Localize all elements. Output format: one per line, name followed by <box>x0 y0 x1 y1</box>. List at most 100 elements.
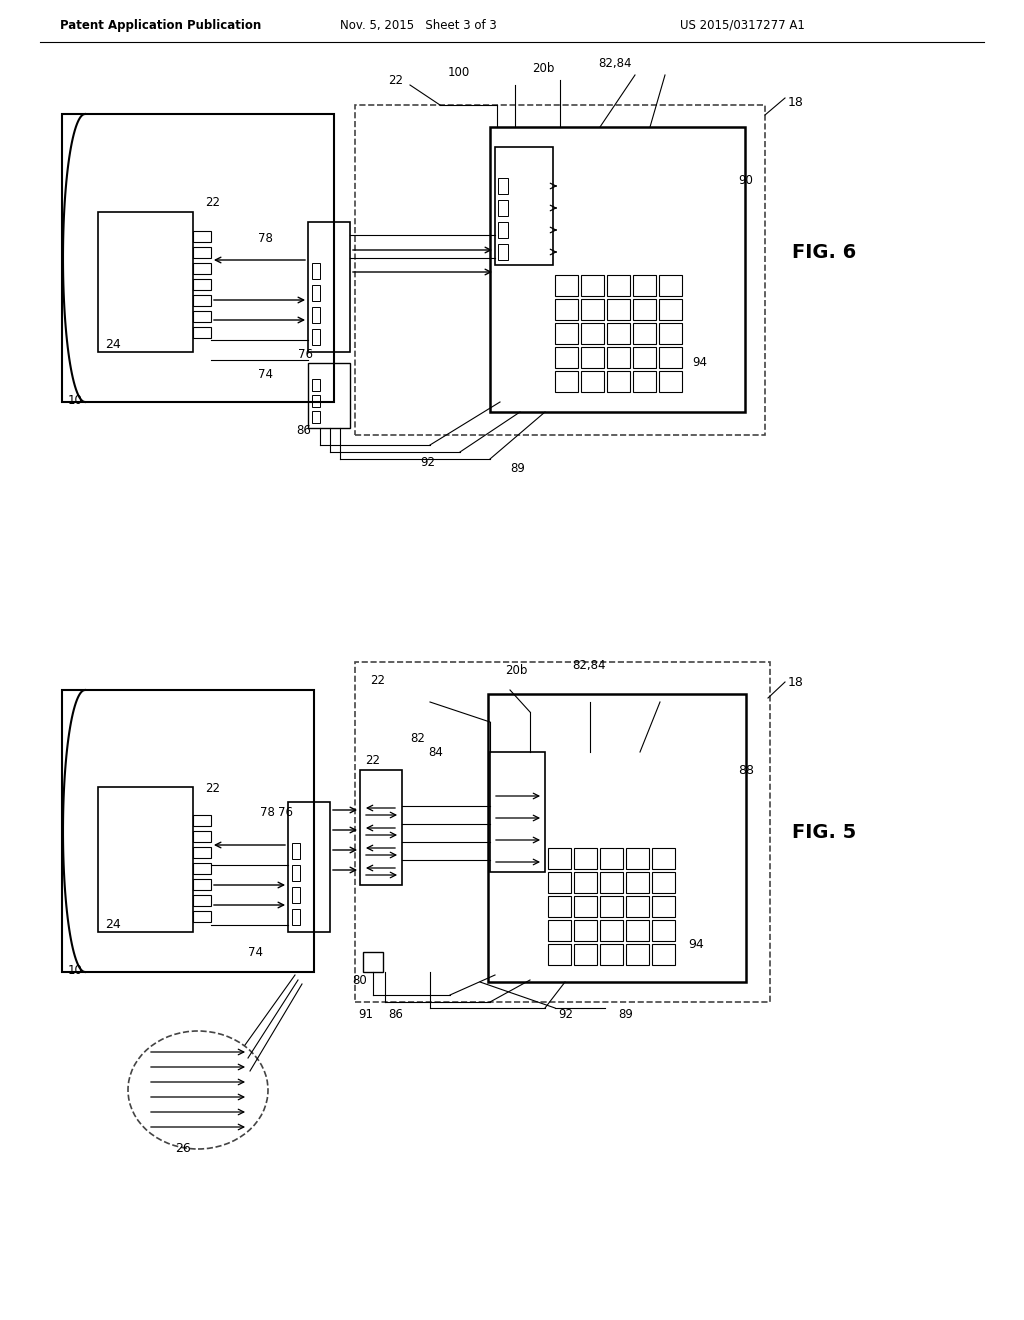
Bar <box>626 896 649 917</box>
Bar <box>581 347 604 368</box>
Text: FIG. 5: FIG. 5 <box>792 822 856 842</box>
Bar <box>626 873 649 894</box>
Bar <box>600 847 623 869</box>
Text: 94: 94 <box>692 355 707 368</box>
Text: 78: 78 <box>260 805 274 818</box>
Bar <box>652 873 675 894</box>
Bar <box>360 770 402 884</box>
Bar <box>292 887 300 903</box>
Bar <box>659 347 682 368</box>
Bar <box>652 847 675 869</box>
Bar <box>98 213 193 352</box>
Text: 22: 22 <box>365 754 380 767</box>
Bar <box>659 275 682 296</box>
Bar <box>574 847 597 869</box>
Text: 24: 24 <box>105 338 121 351</box>
Text: 74: 74 <box>258 368 273 381</box>
Bar <box>652 944 675 965</box>
Bar <box>193 895 211 906</box>
Text: 80: 80 <box>352 974 367 986</box>
Bar <box>193 231 211 242</box>
Bar <box>490 752 545 873</box>
Text: 94: 94 <box>688 939 703 952</box>
Bar <box>490 127 745 412</box>
Bar <box>193 327 211 338</box>
Text: 18: 18 <box>788 676 804 689</box>
Bar <box>62 690 314 972</box>
Bar <box>312 329 319 345</box>
Bar <box>292 909 300 925</box>
Bar <box>548 920 571 941</box>
Bar <box>193 879 211 890</box>
Text: 88: 88 <box>738 763 754 776</box>
Text: 24: 24 <box>105 919 121 932</box>
Bar <box>633 300 656 319</box>
Text: US 2015/0317277 A1: US 2015/0317277 A1 <box>680 18 805 32</box>
Bar <box>659 300 682 319</box>
Bar <box>548 896 571 917</box>
Bar <box>652 920 675 941</box>
Text: 86: 86 <box>296 424 311 437</box>
Bar <box>652 896 675 917</box>
Text: 22: 22 <box>205 781 220 795</box>
Bar <box>600 944 623 965</box>
Bar <box>626 920 649 941</box>
Bar <box>355 663 770 1002</box>
Text: 74: 74 <box>248 945 263 958</box>
Bar <box>308 222 350 352</box>
Bar <box>633 275 656 296</box>
Text: 10: 10 <box>68 964 83 977</box>
Text: 89: 89 <box>618 1008 633 1022</box>
Bar <box>574 873 597 894</box>
Bar <box>607 323 630 345</box>
Bar <box>488 694 746 982</box>
Text: 20b: 20b <box>505 664 527 676</box>
Bar <box>633 323 656 345</box>
Text: 82,84: 82,84 <box>598 58 632 70</box>
Text: 76: 76 <box>278 805 293 818</box>
Bar <box>600 920 623 941</box>
Bar <box>548 847 571 869</box>
Text: FIG. 6: FIG. 6 <box>792 243 856 261</box>
Bar <box>193 814 211 826</box>
Bar <box>574 920 597 941</box>
Bar <box>555 371 578 392</box>
Bar <box>62 114 334 403</box>
Bar <box>581 300 604 319</box>
Text: 84: 84 <box>428 746 442 759</box>
Text: 76: 76 <box>298 348 313 362</box>
Bar <box>555 347 578 368</box>
Text: 10: 10 <box>68 393 83 407</box>
Bar <box>312 263 319 279</box>
Bar <box>495 147 553 265</box>
Text: 22: 22 <box>370 673 385 686</box>
Bar <box>626 944 649 965</box>
Text: 82,84: 82,84 <box>572 659 605 672</box>
Bar <box>193 279 211 290</box>
Bar <box>193 263 211 275</box>
Bar <box>548 873 571 894</box>
Bar <box>607 300 630 319</box>
Bar <box>498 222 508 238</box>
Bar <box>362 952 383 972</box>
Text: 91: 91 <box>358 1008 373 1022</box>
Bar <box>581 275 604 296</box>
Bar <box>193 312 211 322</box>
Text: 92: 92 <box>420 455 435 469</box>
Text: 78: 78 <box>258 231 272 244</box>
Bar <box>312 379 319 391</box>
Bar <box>600 873 623 894</box>
Bar <box>193 832 211 842</box>
Text: 20b: 20b <box>532 62 554 74</box>
Bar <box>555 323 578 345</box>
Bar <box>548 944 571 965</box>
Bar <box>193 847 211 858</box>
Bar <box>659 371 682 392</box>
Text: 89: 89 <box>510 462 525 474</box>
Bar <box>312 395 319 407</box>
Bar <box>607 275 630 296</box>
Bar <box>288 803 330 932</box>
Bar <box>574 944 597 965</box>
Bar <box>626 847 649 869</box>
Bar <box>308 363 350 428</box>
